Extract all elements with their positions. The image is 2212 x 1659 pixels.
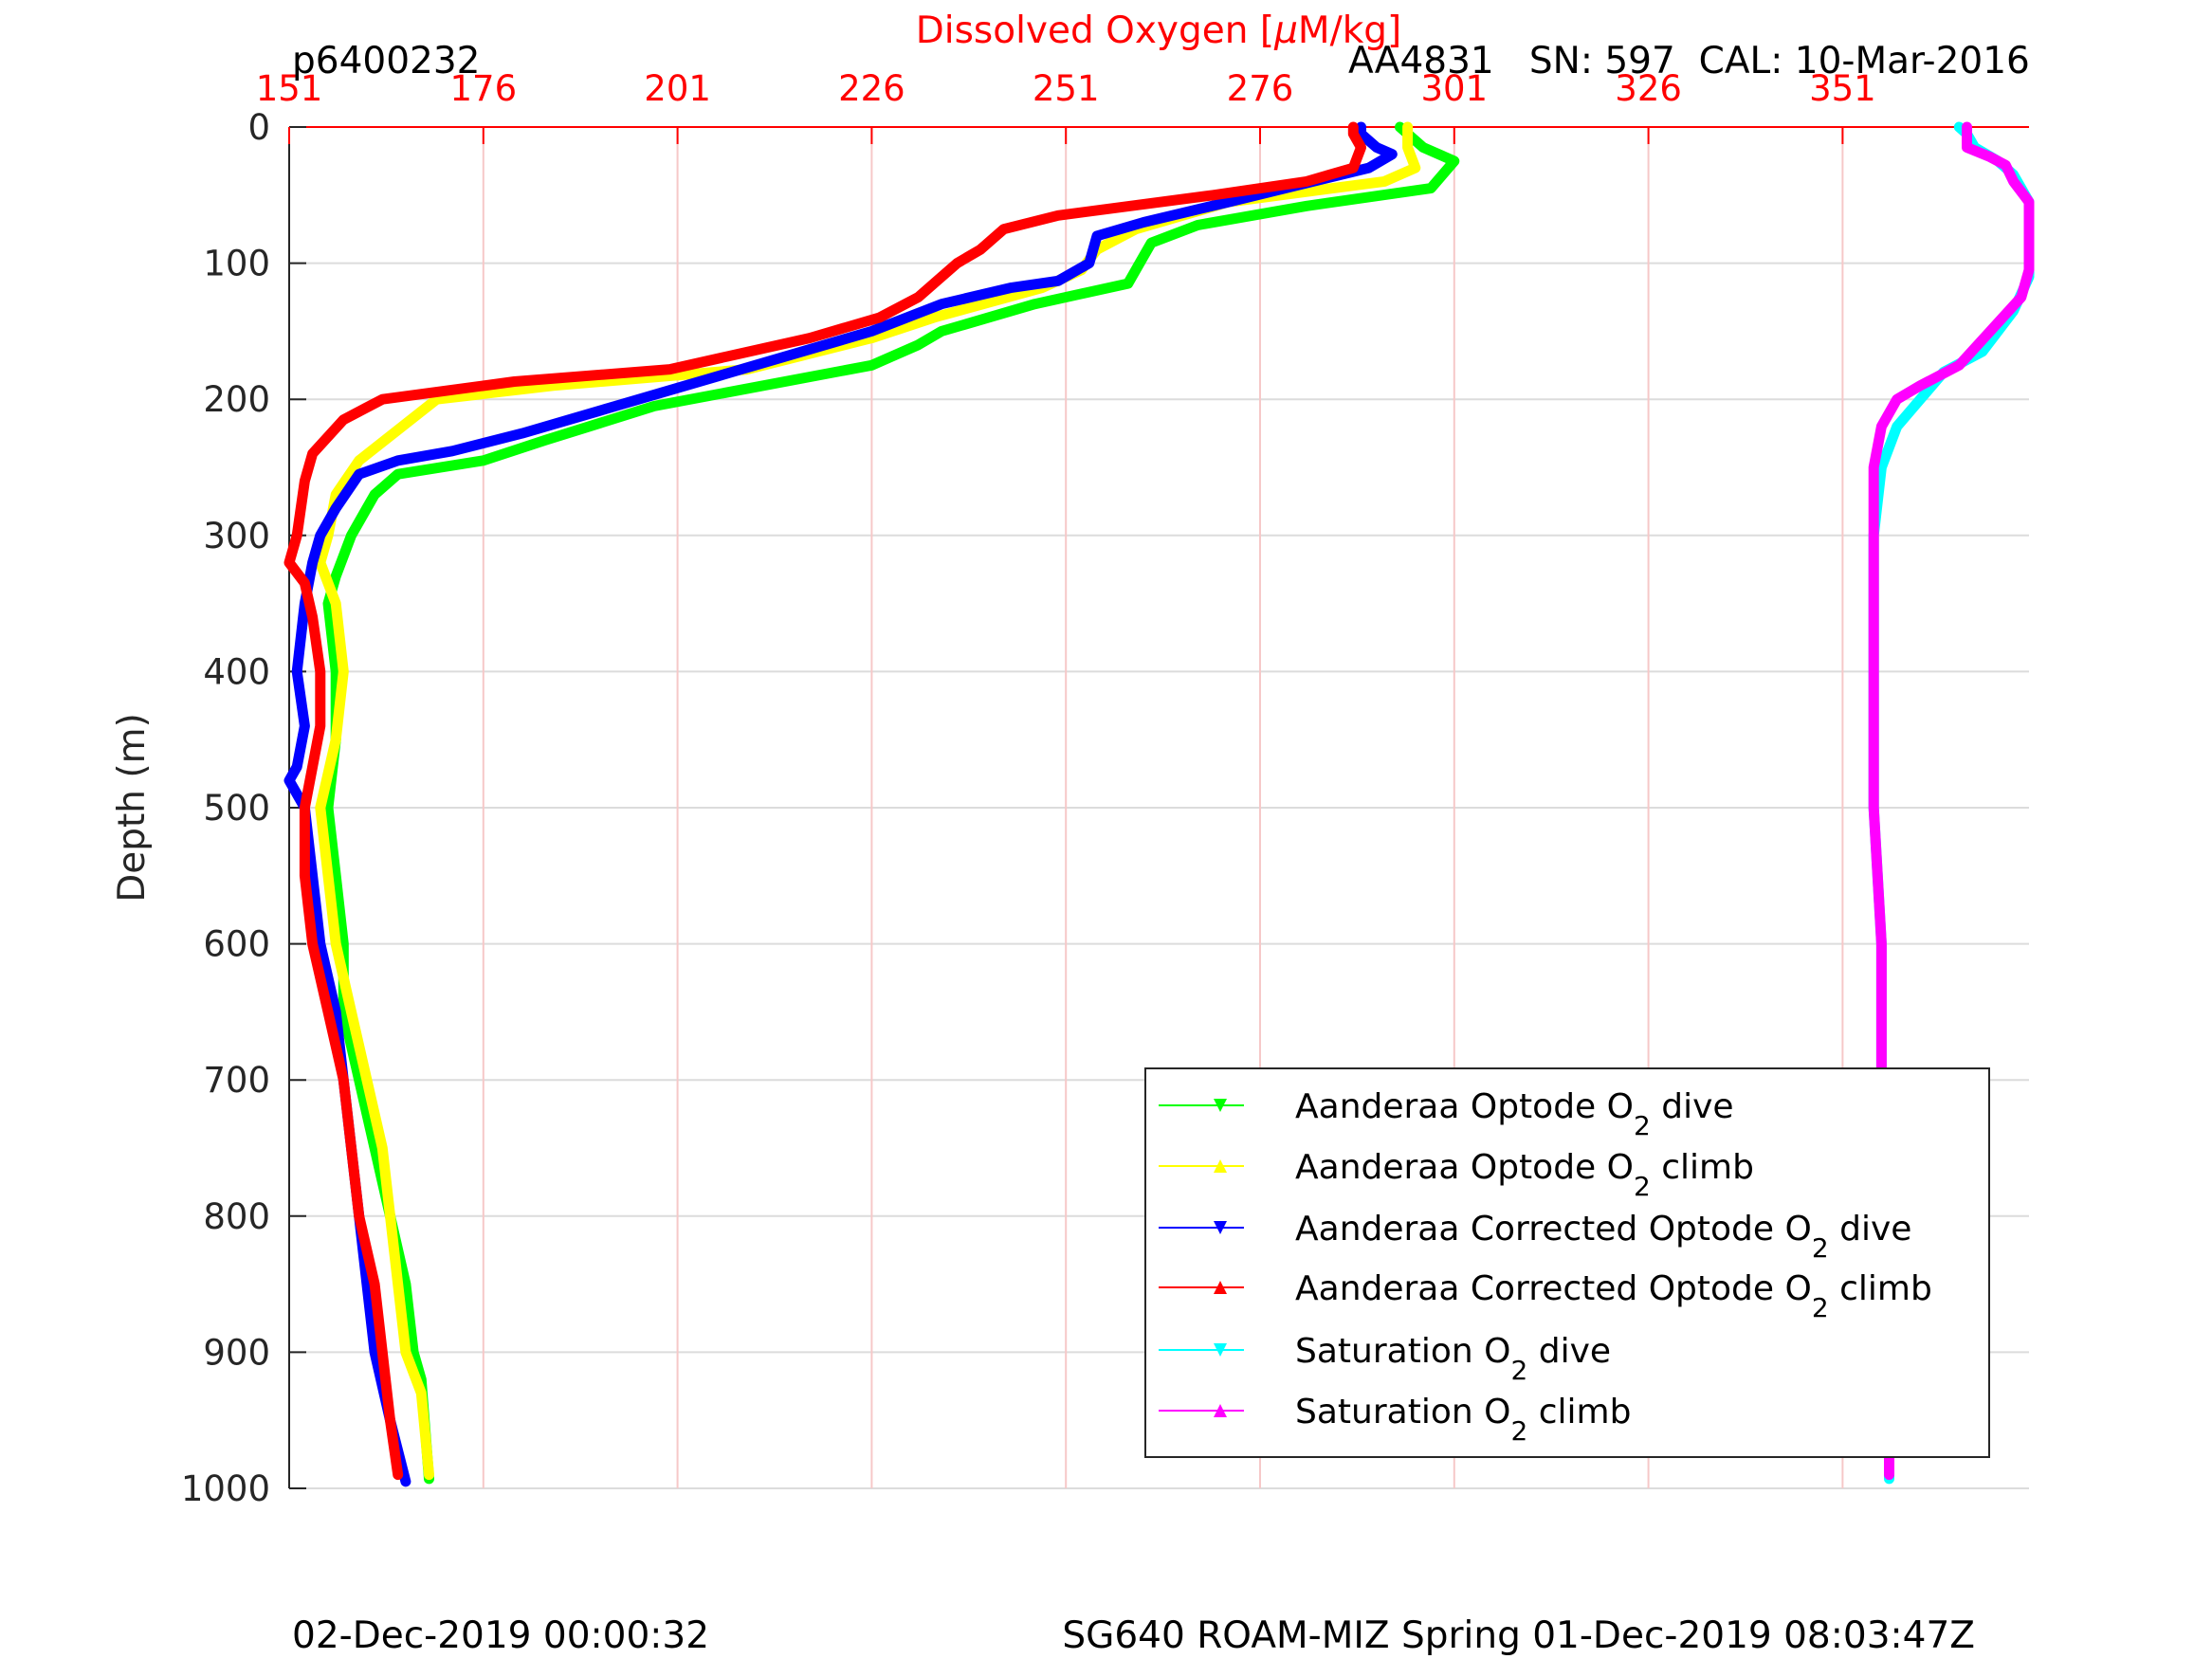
y-tick-label: 500 — [203, 788, 270, 829]
legend-entries: Aanderaa Optode O2 dive Aanderaa Optode O… — [1159, 1087, 1932, 1447]
y-tick-label: 0 — [247, 107, 270, 148]
legend-label: Saturation O2 climb — [1295, 1393, 1631, 1447]
legend-label: Aanderaa Optode O2 dive — [1295, 1087, 1734, 1141]
x-tick-label: 351 — [1809, 68, 1876, 109]
grid — [289, 127, 2029, 1489]
y-tick-label: 600 — [203, 924, 270, 965]
legend-marker — [1214, 1221, 1227, 1234]
x-tick-label: 151 — [256, 68, 323, 109]
legend-marker — [1214, 1404, 1227, 1417]
series-line-1 — [322, 121, 1460, 1485]
legend-marker — [1214, 1281, 1227, 1294]
y-tick-label: 1000 — [181, 1468, 270, 1509]
y-tick-label: 300 — [203, 516, 270, 556]
y-tick-label: 200 — [203, 379, 270, 420]
series-lines — [283, 121, 2035, 1487]
legend-label: Aanderaa Optode O2 climb — [1295, 1148, 1754, 1202]
legend-marker — [1214, 1099, 1227, 1112]
x-tick-label: 226 — [838, 68, 905, 109]
series-line-6 — [1868, 121, 2035, 1481]
x-tick-label: 176 — [449, 68, 517, 109]
legend-box — [1144, 1067, 1990, 1458]
legend: Aanderaa Optode O2 dive Aanderaa Optode O… — [1144, 1067, 1990, 1458]
footer-timestamp: 02-Dec-2019 00:00:32 — [292, 1614, 709, 1657]
y-tick-label: 900 — [203, 1332, 270, 1373]
legend-label: Saturation O2 dive — [1295, 1332, 1611, 1386]
x-tick-label: 301 — [1420, 68, 1488, 109]
x-tick-label: 326 — [1615, 68, 1682, 109]
y-tick-label: 700 — [203, 1060, 270, 1101]
x-axis-label: Dissolved Oxygen [μM/kg] — [916, 9, 1402, 52]
y-axis-label: Depth (m) — [111, 713, 154, 902]
legend-label: Aanderaa Corrected Optode O2 dive — [1295, 1210, 1911, 1264]
legend-label: Aanderaa Corrected Optode O2 climb — [1295, 1269, 1932, 1323]
y-tick-label: 400 — [203, 651, 270, 692]
y-tick-label: 100 — [203, 244, 270, 284]
sensor-info: AA4831 SN: 597 CAL: 10-Mar-2016 — [1348, 40, 2030, 82]
x-tick-label: 251 — [1033, 68, 1100, 109]
x-tick-label: 276 — [1227, 68, 1294, 109]
y-tick-label: 800 — [203, 1196, 270, 1237]
legend-marker — [1214, 1159, 1227, 1173]
footer-mission: SG640 ROAM-MIZ Spring 01-Dec-2019 08:03:… — [1062, 1614, 1975, 1657]
legend-marker — [1214, 1343, 1227, 1357]
profile-id: p6400232 — [292, 40, 480, 82]
series-line-4 — [283, 121, 1366, 1481]
x-tick-label: 201 — [644, 68, 711, 109]
ticks: 0 100 200 300 400 500 600 700 800 900 1000 151 176 20… — [181, 68, 1876, 1509]
